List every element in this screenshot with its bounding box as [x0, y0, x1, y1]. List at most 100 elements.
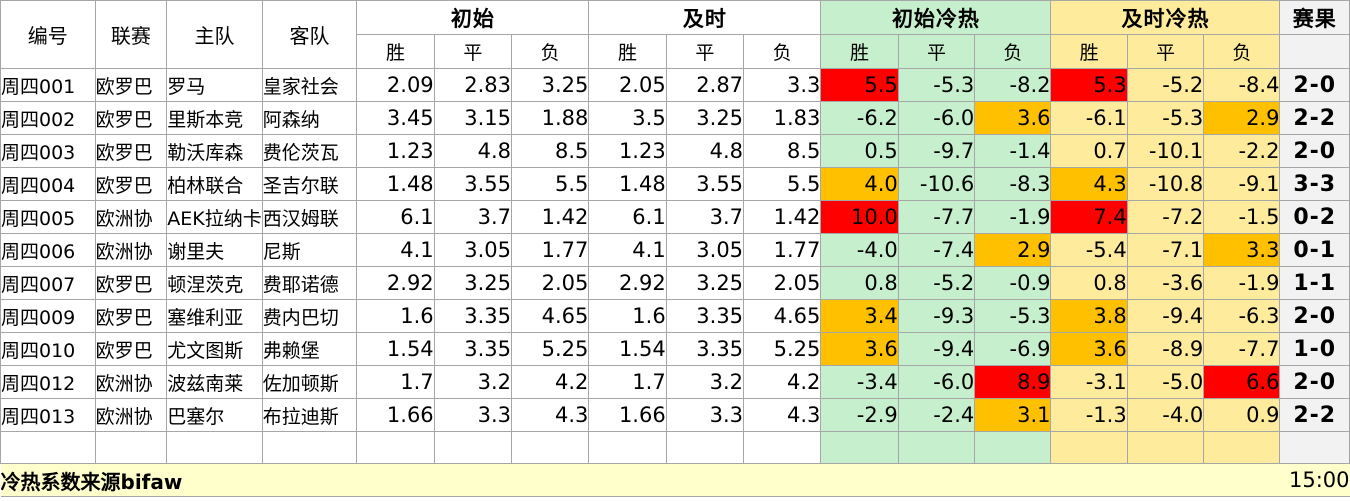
initial-heat-loss: -8.3 — [974, 167, 1052, 201]
empty-cell — [665, 431, 745, 464]
live-odds-win: 1.48 — [588, 167, 667, 201]
live-heat-win: 7.4 — [1050, 200, 1128, 234]
initial-odds-loss: 8.5 — [511, 134, 590, 168]
match-code: 周四010 — [0, 332, 96, 366]
live-odds-win: 2.05 — [588, 68, 667, 102]
live-heat-win: 3.6 — [1050, 332, 1128, 366]
initial-heat-draw: -7.4 — [897, 233, 976, 267]
sub-live-loss: 负 — [743, 34, 822, 69]
match-result: 0-2 — [1279, 200, 1350, 234]
league-name: 欧罗巴 — [94, 101, 168, 135]
initial-odds-loss: 5.25 — [511, 332, 590, 366]
live-odds-draw: 3.25 — [665, 101, 745, 135]
empty-cell — [588, 431, 667, 464]
initial-heat-win: -2.9 — [820, 398, 899, 432]
initial-heat-loss: -6.9 — [974, 332, 1052, 366]
live-heat-win: -5.4 — [1050, 233, 1128, 267]
empty-cell — [1126, 431, 1205, 464]
initial-odds-loss: 3.25 — [511, 68, 590, 102]
initial-odds-loss: 4.65 — [511, 299, 590, 333]
table-row: 周四002 欧罗巴 里斯本竞 阿森纳 3.45 3.15 1.88 3.5 3.25 1.83 -6… — [0, 101, 1350, 135]
empty-cell — [1279, 431, 1350, 464]
home-team: AEK拉纳卡 — [166, 200, 263, 234]
live-odds-win: 1.54 — [588, 332, 667, 366]
sub-initial-win: 胜 — [356, 34, 435, 69]
live-heat-loss: 0.9 — [1203, 398, 1281, 432]
initial-odds-win: 1.7 — [356, 365, 435, 399]
live-odds-draw: 3.2 — [665, 365, 745, 399]
initial-heat-draw: -9.7 — [897, 134, 976, 168]
initial-heat-win: 10.0 — [820, 200, 899, 234]
initial-odds-loss: 1.42 — [511, 200, 590, 234]
live-heat-win: 3.8 — [1050, 299, 1128, 333]
live-heat-draw: -10.8 — [1126, 167, 1205, 201]
header-home: 主队 — [166, 0, 263, 69]
table-row: 周四007 欧罗巴 顿涅茨克 费耶诺德 2.92 3.25 2.05 2.92 3.25 2.05… — [0, 266, 1350, 300]
empty-cell — [1203, 431, 1281, 464]
initial-odds-draw: 2.83 — [433, 68, 513, 102]
header-live-heat: 及时冷热 — [1050, 0, 1281, 35]
initial-odds-draw: 3.35 — [433, 332, 513, 366]
table-row: 周四005 欧洲协 AEK拉纳卡 西汉姆联 6.1 3.7 1.42 6.1 3.7 1.42 10… — [0, 200, 1350, 234]
initial-heat-win: 4.0 — [820, 167, 899, 201]
initial-heat-loss: -8.2 — [974, 68, 1052, 102]
initial-odds-win: 1.54 — [356, 332, 435, 366]
initial-odds-win: 4.1 — [356, 233, 435, 267]
sub-lheat-win: 胜 — [1050, 34, 1128, 69]
live-heat-draw: -7.2 — [1126, 200, 1205, 234]
initial-heat-win: 5.5 — [820, 68, 899, 102]
live-odds-loss: 2.05 — [743, 266, 822, 300]
initial-odds-draw: 3.7 — [433, 200, 513, 234]
initial-heat-draw: -6.0 — [897, 365, 976, 399]
live-odds-win: 2.92 — [588, 266, 667, 300]
empty-cell — [433, 431, 513, 464]
footer-row: 冷热系数来源bifaw 15:00 — [0, 463, 1350, 497]
header-result: 赛果 — [1279, 0, 1350, 35]
home-team: 勒沃库森 — [166, 134, 263, 168]
initial-odds-draw: 3.3 — [433, 398, 513, 432]
table-row: 周四010 欧罗巴 尤文图斯 弗赖堡 1.54 3.35 5.25 1.54 3.35 5.25 3… — [0, 332, 1350, 366]
live-odds-draw: 3.25 — [665, 266, 745, 300]
initial-odds-loss: 1.77 — [511, 233, 590, 267]
match-code: 周四012 — [0, 365, 96, 399]
table-row: 周四006 欧洲协 谢里夫 尼斯 4.1 3.05 1.77 4.1 3.05 1.77 -4.0-… — [0, 233, 1350, 267]
empty-cell — [743, 431, 822, 464]
live-odds-draw: 3.7 — [665, 200, 745, 234]
empty-cell — [0, 431, 96, 464]
live-heat-loss: -1.5 — [1203, 200, 1281, 234]
live-heat-win: -6.1 — [1050, 101, 1128, 135]
initial-heat-loss: 8.9 — [974, 365, 1052, 399]
away-team: 费内巴切 — [261, 299, 358, 333]
empty-cell — [511, 431, 590, 464]
home-team: 塞维利亚 — [166, 299, 263, 333]
league-name: 欧洲协 — [94, 200, 168, 234]
initial-heat-win: -3.4 — [820, 365, 899, 399]
empty-cell — [897, 431, 976, 464]
match-code: 周四004 — [0, 167, 96, 201]
live-heat-win: -3.1 — [1050, 365, 1128, 399]
away-team: 费耶诺德 — [261, 266, 358, 300]
live-odds-win: 4.1 — [588, 233, 667, 267]
match-result: 2-0 — [1279, 365, 1350, 399]
match-code: 周四002 — [0, 101, 96, 135]
match-result: 1-1 — [1279, 266, 1350, 300]
empty-cell — [1050, 431, 1128, 464]
match-code: 周四007 — [0, 266, 96, 300]
empty-cell — [974, 431, 1052, 464]
live-heat-loss: -2.2 — [1203, 134, 1281, 168]
initial-heat-draw: -5.3 — [897, 68, 976, 102]
live-heat-win: -1.3 — [1050, 398, 1128, 432]
initial-odds-draw: 4.8 — [433, 134, 513, 168]
home-team: 谢里夫 — [166, 233, 263, 267]
initial-odds-loss: 4.2 — [511, 365, 590, 399]
initial-heat-draw: -10.6 — [897, 167, 976, 201]
live-odds-draw: 3.35 — [665, 332, 745, 366]
match-result: 2-2 — [1279, 101, 1350, 135]
live-odds-draw: 3.05 — [665, 233, 745, 267]
initial-odds-win: 1.23 — [356, 134, 435, 168]
data-source-note: 冷热系数来源bifaw — [0, 463, 821, 497]
live-odds-draw: 3.35 — [665, 299, 745, 333]
live-heat-loss: -9.1 — [1203, 167, 1281, 201]
home-team: 巴塞尔 — [166, 398, 263, 432]
home-team: 柏林联合 — [166, 167, 263, 201]
